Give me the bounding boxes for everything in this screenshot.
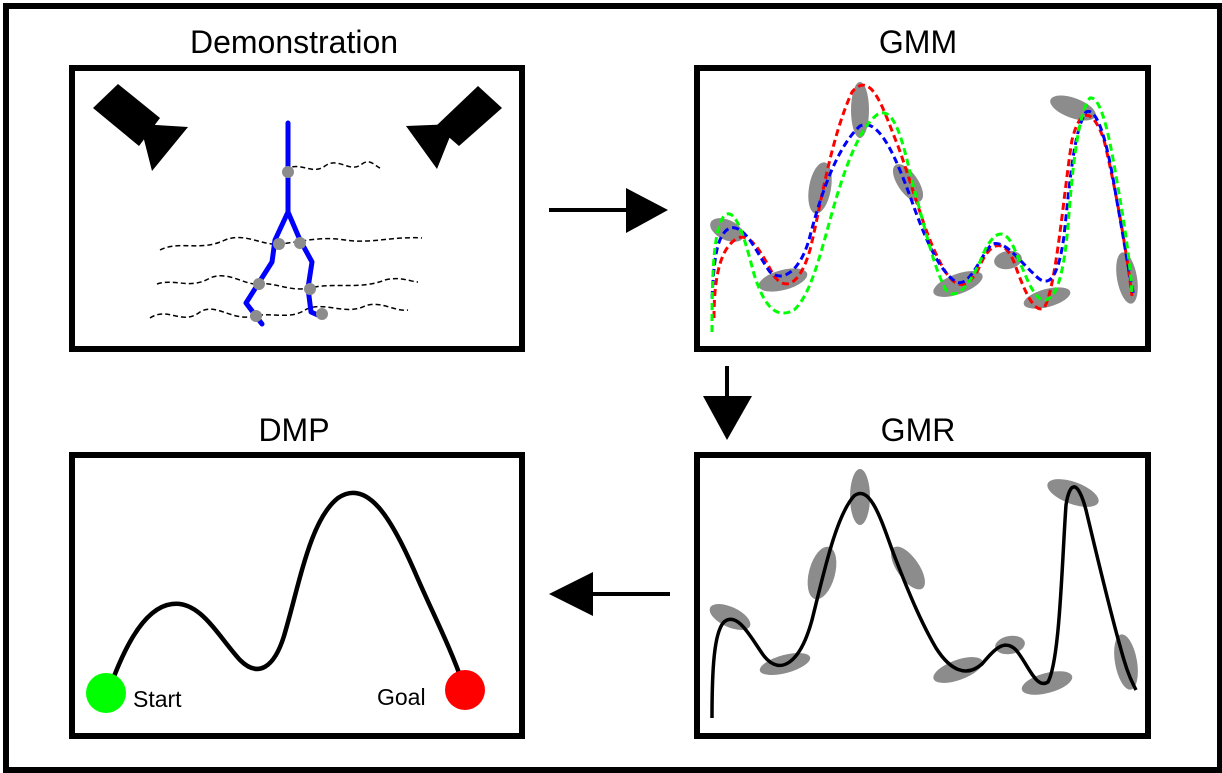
robot-arm [243, 120, 323, 327]
demonstration-title: Demonstration [189, 24, 399, 60]
goal-marker [445, 670, 485, 710]
gmr-title: GMR [880, 412, 956, 448]
trajectory-blue [710, 109, 1136, 299]
gmr-regression-curve [710, 485, 1138, 719]
trajectory-green [710, 96, 1134, 333]
start-label: Start [133, 686, 182, 712]
camera-icon [406, 86, 502, 169]
camera-icon [93, 84, 188, 171]
arrow-right-icon [549, 188, 668, 233]
dmp-trajectory [105, 490, 466, 693]
goal-label: Goal [377, 684, 426, 710]
gmm-gaussians [710, 82, 1138, 309]
gmm-trajectories [710, 83, 1136, 333]
gmm-title: GMM [878, 24, 958, 60]
gmr-gaussians [709, 469, 1138, 695]
robot-joints [250, 166, 328, 322]
dmp-title: DMP [258, 412, 330, 448]
arrow-left-icon [549, 572, 670, 616]
start-marker [86, 673, 126, 713]
arrow-down-icon [703, 366, 752, 440]
